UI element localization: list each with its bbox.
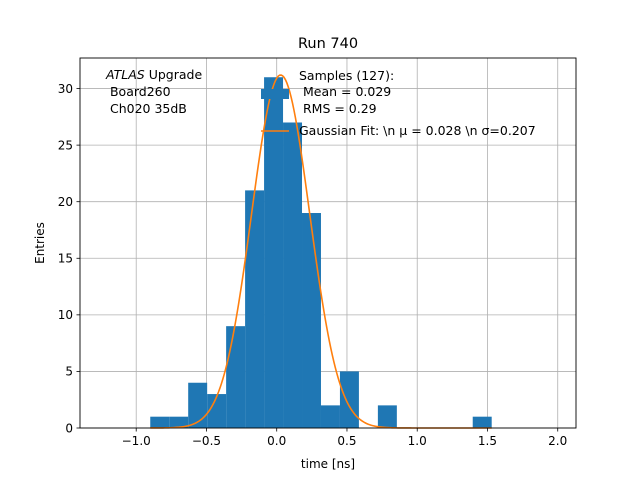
- x-tick-label: 2.0: [548, 434, 567, 448]
- y-axis-label: Entries: [33, 222, 47, 264]
- x-axis-ticks: −1.0 −0.5 0.0 0.5 1.0 1.5 2.0: [122, 428, 567, 448]
- plot-frame: [79, 57, 577, 429]
- histogram-bar: [169, 416, 189, 428]
- y-tick-label: 15: [58, 252, 73, 266]
- x-tick-label: 0.5: [337, 434, 356, 448]
- y-tick-label: 10: [58, 308, 73, 322]
- histogram-bars: [150, 77, 492, 428]
- x-tick-label: 1.5: [478, 434, 497, 448]
- y-tick-label: 30: [58, 82, 73, 96]
- y-axis-ticks: 0 5 10 15 20 25 30: [58, 82, 80, 435]
- legend-fit-label: Gaussian Fit: \n μ = 0.028 \n σ=0.207: [299, 123, 536, 138]
- x-axis-label: time [ns]: [301, 457, 355, 471]
- histogram-bar: [283, 122, 303, 428]
- legend-samples-swatch: [261, 89, 289, 99]
- histogram-bar: [207, 394, 227, 428]
- histogram-bar: [226, 326, 246, 428]
- upgrade-label: Upgrade: [145, 67, 203, 82]
- x-tick-label: −1.0: [122, 434, 151, 448]
- svg-text:ATLAS Upgrade: ATLAS Upgrade: [105, 67, 202, 82]
- y-tick-label: 0: [65, 421, 73, 435]
- histogram-bar: [339, 371, 359, 428]
- atlas-annotation: ATLAS Upgrade Board260 Ch020 35dB: [105, 67, 202, 116]
- y-tick-label: 20: [58, 195, 73, 209]
- histogram-bar: [377, 405, 397, 428]
- histogram-bar: [188, 382, 208, 428]
- legend-rms-label: RMS = 0.29: [299, 101, 377, 116]
- channel-label: Ch020 35dB: [106, 101, 187, 116]
- legend-samples-label: Samples (127):: [299, 68, 394, 83]
- x-tick-label: 1.0: [408, 434, 427, 448]
- atlas-label: ATLAS: [105, 67, 145, 82]
- histogram-bar: [472, 416, 492, 428]
- chart-title: Run 740: [298, 36, 358, 52]
- histogram-bar: [245, 190, 265, 428]
- x-tick-label: −0.5: [192, 434, 221, 448]
- y-tick-label: 5: [65, 365, 73, 379]
- histogram-bar: [320, 405, 340, 428]
- histogram-bar: [150, 416, 170, 428]
- x-tick-label: 0.0: [267, 434, 286, 448]
- histogram-bar: [302, 213, 321, 428]
- legend-mean-label: Mean = 0.029: [299, 84, 391, 99]
- legend: Samples (127): Mean = 0.029 RMS = 0.29 G…: [261, 68, 536, 138]
- board-label: Board260: [106, 84, 171, 99]
- histogram-bar: [264, 77, 284, 428]
- y-tick-label: 25: [58, 138, 73, 152]
